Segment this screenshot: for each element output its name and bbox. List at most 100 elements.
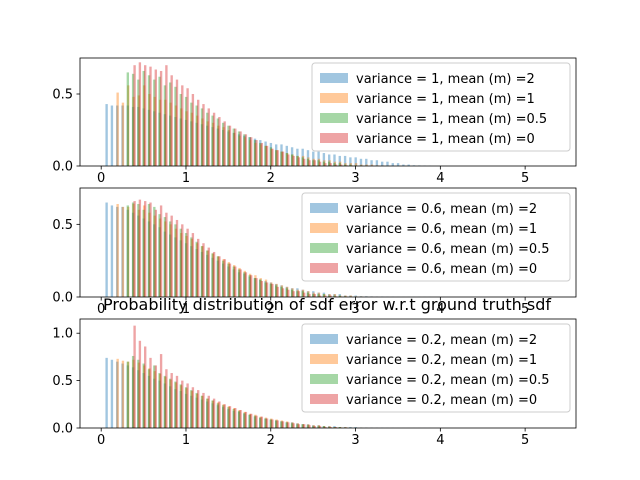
bar	[159, 205, 163, 297]
bar	[334, 164, 338, 166]
y-tick-label: 0.5	[52, 88, 73, 103]
bar	[185, 235, 188, 297]
bar	[200, 399, 204, 428]
bar	[133, 65, 136, 166]
bar	[149, 202, 152, 297]
bar	[207, 108, 210, 166]
bar	[250, 275, 253, 297]
bar	[185, 111, 188, 166]
bar	[147, 75, 151, 166]
bar	[191, 387, 195, 428]
bar	[206, 112, 209, 166]
bar	[197, 390, 200, 428]
bar	[313, 160, 316, 166]
bar	[206, 121, 209, 166]
legend-frame	[301, 323, 571, 413]
bar	[116, 206, 119, 297]
bar	[169, 386, 172, 428]
bar	[328, 295, 331, 297]
bar	[212, 112, 216, 166]
bar	[142, 365, 146, 428]
bar	[200, 246, 204, 297]
bar	[271, 283, 274, 297]
bar	[227, 262, 231, 297]
bar	[190, 246, 193, 297]
bar	[179, 391, 182, 428]
bar	[248, 275, 251, 297]
bar	[222, 404, 225, 428]
bar	[290, 422, 294, 428]
bar	[137, 362, 141, 428]
bar	[105, 202, 108, 297]
bar	[343, 164, 347, 166]
bar	[207, 247, 210, 297]
bar	[343, 155, 347, 166]
bar	[158, 214, 161, 297]
x-tick-label: 1	[182, 171, 190, 186]
bar	[280, 286, 283, 297]
bar	[200, 395, 204, 428]
bar	[232, 410, 235, 428]
bar	[253, 416, 257, 428]
bar	[142, 70, 145, 166]
bar	[121, 360, 125, 428]
bar	[239, 269, 242, 297]
bar	[222, 122, 225, 166]
bar	[264, 145, 268, 166]
axes-frame	[79, 318, 577, 429]
bar	[179, 240, 182, 297]
bar	[259, 142, 262, 166]
bar	[276, 420, 279, 428]
bar	[195, 105, 198, 166]
bar	[222, 260, 225, 297]
bar	[197, 99, 200, 166]
bar	[323, 294, 326, 297]
bar	[121, 206, 124, 297]
bar	[127, 206, 130, 297]
bar	[296, 155, 299, 166]
bar	[105, 104, 108, 166]
bar	[126, 365, 129, 428]
bar	[131, 106, 135, 166]
bar	[116, 92, 119, 166]
bar	[217, 125, 220, 166]
bar	[211, 403, 214, 428]
bar	[296, 424, 299, 428]
legend-label: variance = 0.6, mean (m) =0	[346, 262, 537, 277]
bar	[216, 128, 220, 166]
bar	[286, 421, 289, 428]
bar	[301, 424, 304, 428]
series-3-bars	[126, 355, 368, 428]
x-tick-label: 0	[97, 171, 105, 186]
bar	[243, 134, 246, 166]
bar	[158, 373, 162, 428]
bar	[344, 295, 347, 297]
bar	[218, 256, 221, 297]
bar	[253, 140, 257, 166]
bar	[265, 418, 269, 428]
bar	[116, 358, 119, 428]
bar	[280, 151, 284, 166]
bar	[328, 294, 331, 297]
series-4-bars	[133, 62, 354, 166]
bar	[131, 212, 135, 297]
bar	[222, 263, 225, 297]
bar	[324, 295, 327, 297]
y-tick-label: 0.0	[52, 422, 73, 437]
bar	[349, 157, 352, 166]
bar	[276, 150, 279, 166]
bar	[354, 157, 357, 166]
bar	[328, 161, 331, 166]
bar	[232, 269, 235, 297]
bar	[260, 416, 263, 428]
bar	[317, 294, 320, 297]
bar	[223, 121, 226, 166]
bar	[307, 157, 310, 166]
bar	[175, 219, 179, 297]
bar	[328, 160, 331, 166]
bar	[280, 421, 283, 428]
bar	[195, 241, 198, 297]
bar	[338, 295, 341, 297]
bar	[175, 79, 179, 166]
